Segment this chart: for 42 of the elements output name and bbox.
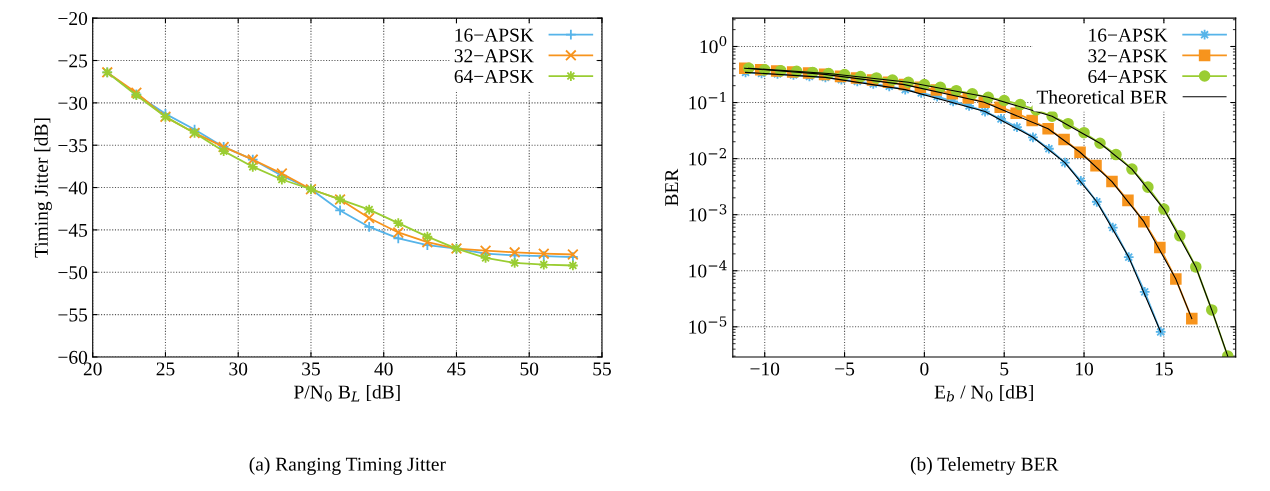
x-tick-label: 45 [447,362,466,376]
y-tick-label: 10$^{−5}$ [689,316,727,334]
y-tick-label: −60 [58,350,88,364]
x-tick-label: 0 [920,362,929,376]
y-tick-label: −50 [58,266,88,280]
x-tick-label: 35 [302,362,320,376]
y-tick-label: 10$^{−4}$ [689,260,727,278]
x-tick-label: 25 [156,362,175,376]
x-tick-label: 20 [83,362,102,376]
x-tick-label: 40 [374,362,393,376]
y-tick-label: −35 [58,139,88,153]
text: (b) Telemetry BER [910,457,1059,475]
y-tick-label: −20 [58,11,88,26]
legend-label: 16−APSK [1089,28,1168,42]
x-tick-label: 15 [1155,362,1173,376]
y-tick-label: 10$^{−1}$ [689,91,726,110]
text: (a) Ranging Timing Jitter [249,457,446,475]
legend-label: 64−APSK [454,69,534,84]
y-axis-title: Timing Jitter [dB] [34,118,52,258]
x-tick-label: 55 [593,362,611,376]
y-tick-label: 10$^{−2}$ [689,148,727,166]
x-tick-label: −5 [835,362,855,376]
x-axis-title: P/N$_{0}$ B$_{L}$ [dB] [294,384,400,402]
x-tick-label: −10 [750,362,780,376]
legend-label: 16−APSK [455,28,534,42]
x-tick-label: 50 [520,362,539,376]
legend-label: 32−APSK [1088,49,1168,63]
legend-label: Theoretical BER [1036,90,1168,104]
y-tick-label: 10$^{0}$ [700,35,727,54]
legend-label: 64−APSK [1088,69,1168,84]
x-tick-label: 10 [1076,362,1094,376]
y-tick-label: −55 [58,308,88,322]
x-axis-title: E$_{b}$ / N$_{0}$ [dB] [934,384,1033,402]
x-tick-label: 5 [1000,362,1009,376]
y-tick-label: 10$^{−3}$ [689,204,727,222]
y-tick-label: −45 [58,223,88,237]
y-axis-title: BER [665,168,679,206]
y-tick-label: −25 [58,54,88,68]
x-tick-label: 30 [229,362,248,376]
y-tick-label: −30 [58,96,88,110]
y-tick-label: −40 [58,181,88,195]
legend-label: 32−APSK [454,49,534,63]
